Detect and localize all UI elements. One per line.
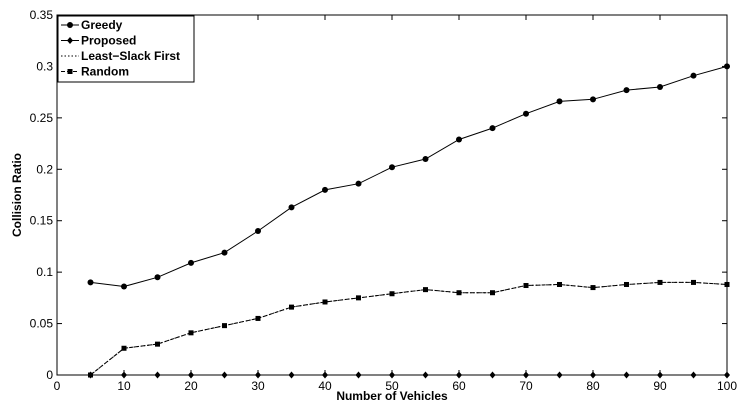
x-tick-label: 0 (54, 379, 61, 393)
y-tick-label: 0.35 (30, 8, 54, 22)
data-point-greedy (154, 274, 161, 281)
data-point-greedy (355, 180, 362, 187)
data-point-random (624, 281, 629, 287)
x-tick-label: 20 (184, 379, 198, 393)
data-point-greedy (590, 96, 596, 103)
series-greedy (87, 63, 730, 290)
data-point-greedy (255, 228, 261, 234)
data-point-greedy (288, 204, 295, 211)
data-point-random (490, 290, 495, 296)
series-line-greedy (90, 65, 728, 288)
legend-marker-proposed (67, 37, 73, 44)
x-tick-label: 90 (653, 379, 667, 393)
data-point-greedy (523, 110, 529, 117)
y-tick-label: 0.25 (30, 111, 54, 125)
data-point-random (590, 285, 596, 291)
data-point-random (255, 315, 261, 321)
data-point-random (456, 290, 462, 296)
legend-label-proposed: Proposed (81, 34, 136, 48)
x-tick-label: 100 (717, 379, 737, 393)
ticks-layer: 0 10 20 30 40 50 60 70 80 90 100 0 0.05 0.1 0.15 0.2 0.2… (30, 8, 738, 393)
data-point-greedy (87, 279, 94, 286)
y-tick-label: 0.2 (36, 162, 53, 176)
y-tick-label: 0.1 (36, 265, 53, 279)
data-point-greedy (489, 125, 496, 132)
data-point-random (423, 287, 428, 293)
data-point-random (557, 281, 562, 287)
x-tick-label: 60 (452, 379, 466, 393)
data-point-greedy (690, 72, 697, 79)
data-point-greedy (657, 84, 663, 90)
data-point-random (691, 279, 696, 285)
legend-label-least-slack-first: Least−Slack First (81, 49, 180, 63)
x-tick-label: 80 (586, 379, 600, 393)
legend-entry-greedy: Greedy (61, 18, 123, 32)
legend-entry-least-slack-first: Least−Slack First (61, 49, 180, 63)
legend-box (57, 15, 195, 83)
x-tick-label: 50 (385, 379, 399, 393)
legend-entry-proposed: Proposed (61, 34, 136, 48)
data-point-random (523, 283, 529, 289)
x-axis-label: Number of Vehicles (336, 389, 448, 403)
y-tick-label: 0.3 (36, 59, 53, 73)
legend-label-random: Random (81, 65, 129, 79)
data-point-random (121, 345, 127, 351)
y-tick-label: 0 (46, 368, 53, 382)
x-tick-label: 30 (251, 379, 265, 393)
data-point-greedy (456, 136, 462, 143)
legend-label-greedy: Greedy (81, 18, 123, 32)
x-tick-label: 10 (117, 379, 131, 393)
data-point-greedy (322, 186, 328, 193)
data-point-greedy (623, 87, 630, 94)
legend-entry-random: Random (61, 65, 129, 79)
x-tick-label: 70 (519, 379, 533, 393)
data-point-greedy (121, 283, 127, 290)
data-point-random (188, 330, 194, 336)
data-point-random (389, 291, 395, 297)
data-point-random (155, 341, 160, 347)
x-tick-label: 40 (318, 379, 332, 393)
data-point-greedy (389, 164, 395, 171)
data-point-greedy (556, 98, 563, 105)
legend-marker-random (67, 69, 73, 74)
data-point-random (322, 299, 328, 305)
data-point-random (657, 279, 663, 285)
y-axis-label: Collision Ratio (10, 153, 24, 237)
data-point-greedy (422, 156, 429, 162)
legend-marker-greedy (67, 22, 73, 28)
series-line-random (90, 281, 728, 376)
data-point-random (356, 295, 361, 301)
y-tick-label: 0.05 (30, 317, 54, 331)
data-point-random (222, 323, 227, 329)
data-point-greedy (221, 249, 228, 256)
data-point-random (289, 304, 294, 310)
data-point-greedy (188, 259, 194, 266)
y-tick-label: 0.15 (30, 214, 54, 228)
